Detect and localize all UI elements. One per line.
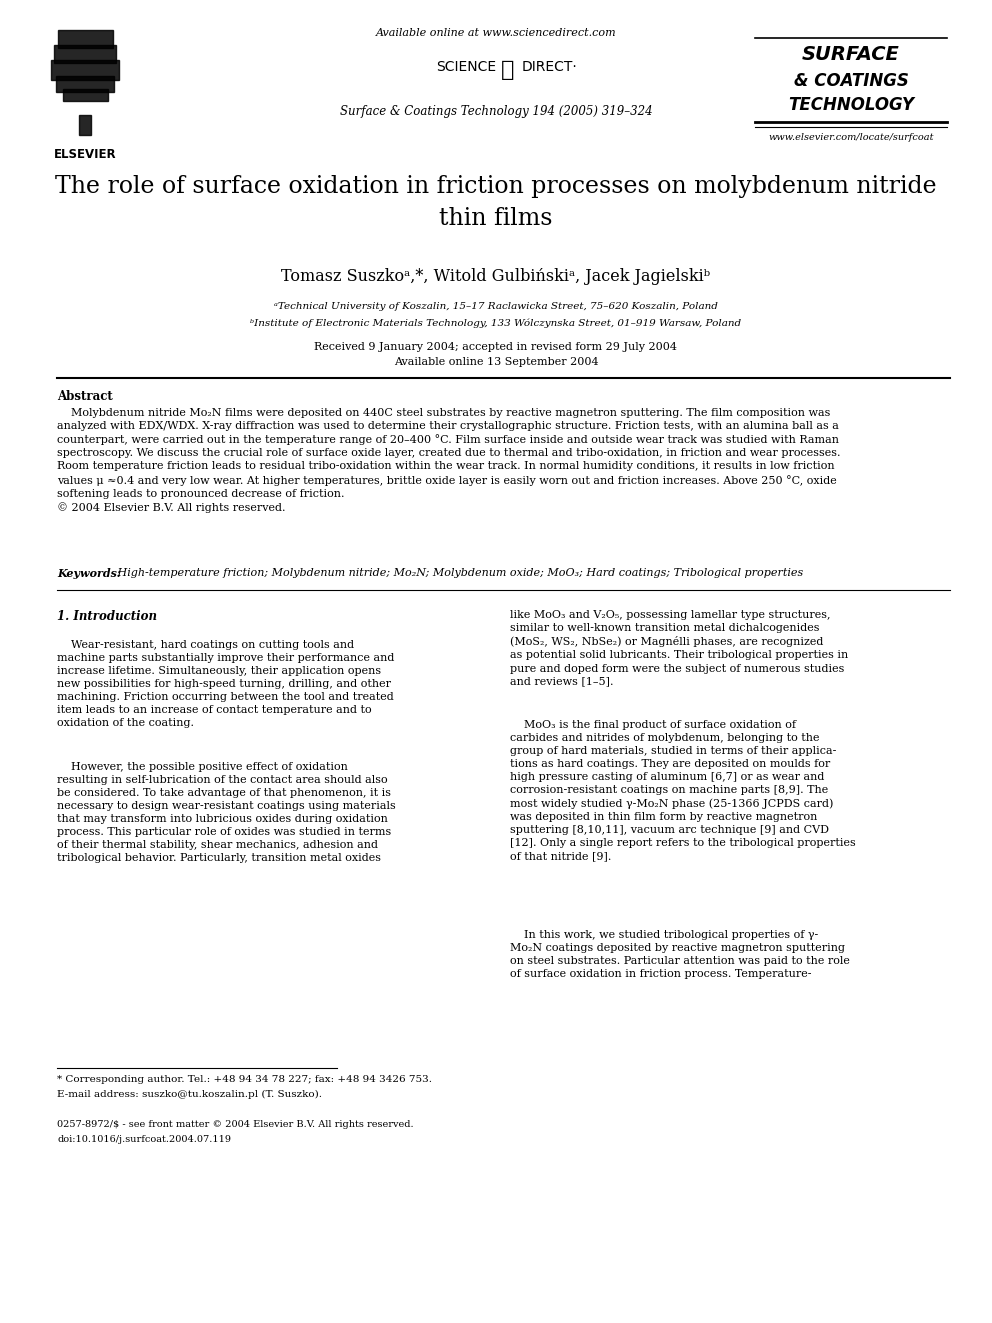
- Text: The role of surface oxidation in friction processes on molybdenum nitride
thin f: The role of surface oxidation in frictio…: [56, 175, 936, 230]
- Text: However, the possible positive effect of oxidation
resulting in self-lubrication: However, the possible positive effect of…: [57, 762, 396, 864]
- Text: ⓐ: ⓐ: [501, 60, 515, 79]
- Bar: [56, 75, 114, 93]
- Text: like MoO₃ and V₂O₅, possessing lamellar type structures,
similar to well-known t: like MoO₃ and V₂O₅, possessing lamellar …: [510, 610, 848, 687]
- Text: Tomasz Suszkoᵃ,*, Witold Gulbińskiᵃ, Jacek Jagielskiᵇ: Tomasz Suszkoᵃ,*, Witold Gulbińskiᵃ, Jac…: [282, 269, 710, 284]
- Text: ᵃTechnical University of Koszalin, 15–17 Raclawicka Street, 75–620 Koszalin, Pol: ᵃTechnical University of Koszalin, 15–17…: [274, 302, 718, 311]
- Text: Wear-resistant, hard coatings on cutting tools and
machine parts substantially i: Wear-resistant, hard coatings on cutting…: [57, 640, 395, 728]
- Bar: [58, 30, 113, 48]
- Bar: [63, 89, 108, 101]
- Bar: [79, 115, 91, 135]
- Text: Keywords:: Keywords:: [57, 568, 121, 579]
- Text: In this work, we studied tribological properties of γ-
Mo₂N coatings deposited b: In this work, we studied tribological pr…: [510, 930, 850, 979]
- Text: Available online at www.sciencedirect.com: Available online at www.sciencedirect.co…: [376, 28, 616, 38]
- Text: Molybdenum nitride Mo₂N films were deposited on 440C steel substrates by reactiv: Molybdenum nitride Mo₂N films were depos…: [57, 407, 840, 513]
- Text: www.elsevier.com/locate/surfcoat: www.elsevier.com/locate/surfcoat: [768, 134, 933, 142]
- Bar: [54, 45, 116, 64]
- Text: E-mail address: suszko@tu.koszalin.pl (T. Suszko).: E-mail address: suszko@tu.koszalin.pl (T…: [57, 1090, 322, 1099]
- Bar: [51, 60, 119, 79]
- Text: ELSEVIER: ELSEVIER: [54, 148, 116, 161]
- Text: Abstract: Abstract: [57, 390, 113, 404]
- Text: MoO₃ is the final product of surface oxidation of
carbides and nitrides of molyb: MoO₃ is the final product of surface oxi…: [510, 720, 856, 861]
- Text: SURFACE: SURFACE: [803, 45, 900, 64]
- Text: Received 9 January 2004; accepted in revised form 29 July 2004: Received 9 January 2004; accepted in rev…: [314, 343, 678, 352]
- Text: doi:10.1016/j.surfcoat.2004.07.119: doi:10.1016/j.surfcoat.2004.07.119: [57, 1135, 231, 1144]
- Text: TECHNOLOGY: TECHNOLOGY: [788, 97, 914, 114]
- Text: High-temperature friction; Molybdenum nitride; Mo₂N; Molybdenum oxide; MoO₃; Har: High-temperature friction; Molybdenum ni…: [114, 568, 804, 578]
- Text: DIRECT·: DIRECT·: [522, 60, 577, 74]
- Text: Surface & Coatings Technology 194 (2005) 319–324: Surface & Coatings Technology 194 (2005)…: [339, 105, 653, 118]
- Text: & COATINGS: & COATINGS: [794, 71, 909, 90]
- Text: 0257-8972/$ - see front matter © 2004 Elsevier B.V. All rights reserved.: 0257-8972/$ - see front matter © 2004 El…: [57, 1121, 414, 1129]
- Text: SCIENCE: SCIENCE: [435, 60, 496, 74]
- Text: Available online 13 September 2004: Available online 13 September 2004: [394, 357, 598, 366]
- Text: ᵇInstitute of Electronic Materials Technology, 133 Wólczynska Street, 01–919 War: ᵇInstitute of Electronic Materials Techn…: [250, 318, 742, 328]
- Text: 1. Introduction: 1. Introduction: [57, 610, 157, 623]
- Text: * Corresponding author. Tel.: +48 94 34 78 227; fax: +48 94 3426 753.: * Corresponding author. Tel.: +48 94 34 …: [57, 1076, 432, 1084]
